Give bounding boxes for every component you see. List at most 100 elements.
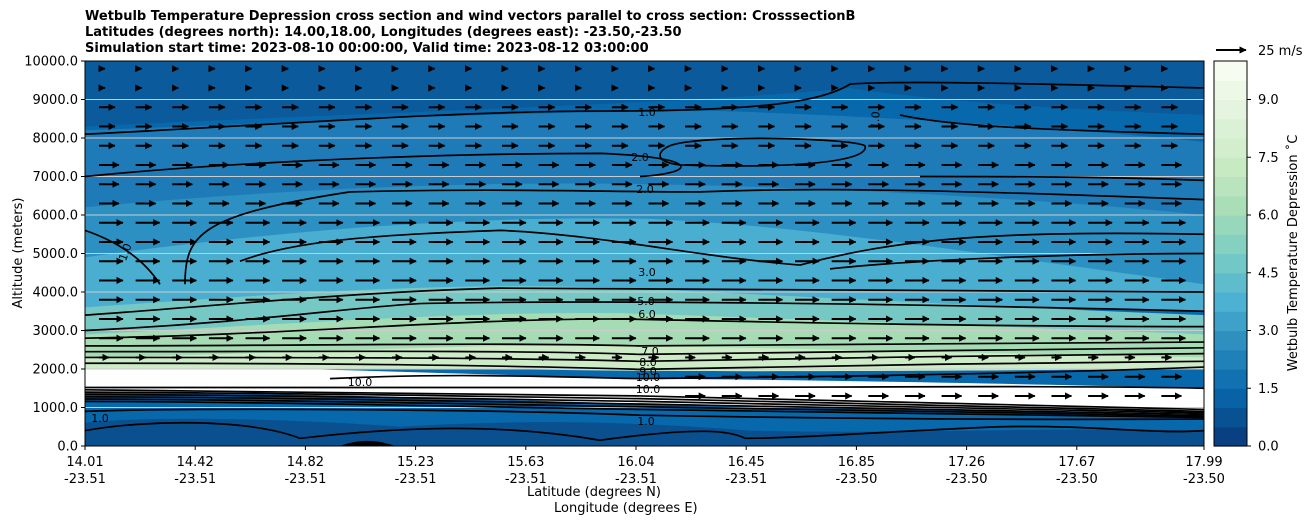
contour-label: 6.0	[638, 308, 656, 321]
colorbar-segment	[1214, 118, 1247, 139]
x-tick-label-lat: 17.67	[1058, 455, 1095, 470]
x-tick-label-lon: -23.51	[174, 472, 216, 487]
contour-label: 5.0	[637, 295, 655, 308]
contour-line	[85, 395, 1204, 416]
colorbar-segment	[1214, 61, 1247, 81]
contour-line	[899, 114, 1204, 135]
y-tick-label: 8000.0	[33, 132, 79, 147]
x-tick-label-lon: -23.51	[615, 472, 657, 487]
contour-line	[85, 400, 1204, 419]
y-tick-label: 2000.0	[33, 363, 79, 378]
contour-fill-band	[340, 440, 395, 446]
contour-line	[85, 421, 1204, 442]
colorbar-label: Wetbulb Temperature Depression ˚C	[1285, 135, 1301, 372]
title-line-1: Wetbulb Temperature Depression cross sec…	[85, 9, 856, 24]
colorbar-segment	[1214, 138, 1247, 158]
contour-line	[239, 229, 1204, 266]
y-axis: 0.0 1000.0 2000.0 3000.0 4000.0 5000.0 6000.0 7…	[24, 55, 85, 455]
plot-area: 1.02.02.03.05.06.07.08.09.010.010.010.01…	[85, 61, 1204, 446]
colorbar-segment	[1214, 426, 1247, 447]
colorbar-frame	[1213, 60, 1248, 447]
x-tick-label-lon: -23.51	[64, 472, 106, 487]
colorbar-segment	[1214, 215, 1247, 235]
x-tick-label-lat: 16.85	[838, 455, 875, 470]
x-tick-label-lon: -23.50	[946, 472, 988, 487]
y-tick-label: 1000.0	[33, 401, 79, 416]
colorbar-tick-label: 0.0	[1258, 440, 1279, 455]
wind-vectors	[98, 65, 1187, 400]
colorbar-segment	[1214, 176, 1247, 197]
x-tick-label-lat: 16.04	[617, 455, 654, 470]
colorbar-tick-label: 6.0	[1258, 209, 1279, 224]
colorbar-tick-label: 1.5	[1258, 382, 1279, 397]
contour-label: 10.0	[636, 371, 661, 384]
colorbar-segment	[1214, 272, 1247, 293]
colorbar-segment	[1214, 253, 1247, 274]
contour-line	[85, 398, 1204, 417]
contour-label: 10.0	[636, 383, 661, 396]
contour-label: 1.0	[637, 415, 655, 428]
contour-line	[85, 388, 1204, 411]
contour-line	[85, 408, 1204, 421]
x-tick-label-lon: -23.51	[395, 472, 437, 487]
x-axis-label-longitude: Longitude (degrees E)	[554, 501, 698, 516]
contour-labels: 1.02.02.03.05.06.07.08.09.010.010.010.01…	[91, 106, 882, 428]
colorbar-tick-label: 7.5	[1258, 151, 1279, 166]
contour-fill-band	[85, 61, 1204, 127]
x-tick-label-lat: 16.45	[728, 455, 765, 470]
colorbar-tick-label: 4.5	[1258, 266, 1279, 281]
contour-fill-band	[85, 418, 1204, 446]
contour-line	[85, 360, 1204, 371]
contour-line	[919, 175, 1204, 182]
colorbar-segment	[1214, 349, 1247, 370]
colorbar-segment	[1214, 407, 1247, 428]
y-tick-label: 10000.0	[24, 55, 78, 70]
x-tick-label-lat: 15.63	[507, 455, 544, 470]
quiver-key-label: 25 m/s	[1258, 44, 1303, 59]
contour-label: 10.0	[348, 376, 373, 389]
colorbar	[1213, 60, 1248, 447]
x-tick-label-lon: -23.50	[1056, 472, 1098, 487]
contour-line	[85, 393, 1204, 414]
colorbar-segment	[1214, 388, 1247, 409]
contour-label: 3.0	[638, 266, 656, 279]
x-tick-label-lat: 17.99	[1185, 455, 1222, 470]
colorbar-segment	[1214, 195, 1247, 216]
contour-label: 9.0	[639, 365, 657, 378]
colorbar-tick-label: 9.0	[1258, 93, 1279, 108]
contour-fill-band	[85, 369, 1204, 416]
x-tick-label-lat: 14.01	[66, 455, 103, 470]
x-tick-label-lon: -23.50	[1183, 472, 1225, 487]
title-line-3: Simulation start time: 2023-08-10 00:00:…	[85, 41, 649, 56]
quiver-key: 25 m/s	[1216, 44, 1303, 59]
x-tick-label-lon: -23.51	[505, 472, 547, 487]
contour-line	[85, 81, 1204, 135]
colorbar-segment	[1214, 234, 1247, 255]
y-tick-label: 3000.0	[33, 324, 79, 339]
y-axis-label: Altitude (meters)	[11, 198, 26, 309]
x-tick-label-lon: -23.51	[284, 472, 326, 487]
contour-line	[85, 391, 1204, 413]
x-tick-label-lat: 14.42	[177, 455, 214, 470]
x-axis: 14.01 -23.51 14.42 -23.51 14.82 -23.51 15.23 -2…	[64, 446, 1225, 487]
x-tick-label-lat: 15.23	[397, 455, 434, 470]
contour-label: 2.0	[631, 151, 649, 164]
contour-line	[329, 366, 1204, 380]
x-tick-label-lon: -23.51	[725, 472, 767, 487]
contour-line	[85, 341, 1204, 347]
y-tick-label: 4000.0	[33, 286, 79, 301]
x-tick-label-lat: 14.82	[287, 455, 324, 470]
colorbar-segment	[1214, 311, 1247, 332]
colorbar-segment	[1214, 292, 1247, 312]
contour-label: 2.0	[636, 183, 654, 196]
colorbar-segment	[1214, 369, 1247, 389]
colorbar-segment	[1214, 330, 1247, 351]
contour-line	[85, 385, 1204, 390]
x-axis-label-latitude: Latitude (degrees N)	[527, 485, 661, 500]
colorbar-segment	[1214, 157, 1247, 178]
y-tick-label: 7000.0	[33, 170, 79, 185]
x-tick-label-lon: -23.50	[835, 472, 877, 487]
contour-label: 1.0	[116, 242, 134, 263]
contour-label: 1.0	[91, 412, 109, 425]
